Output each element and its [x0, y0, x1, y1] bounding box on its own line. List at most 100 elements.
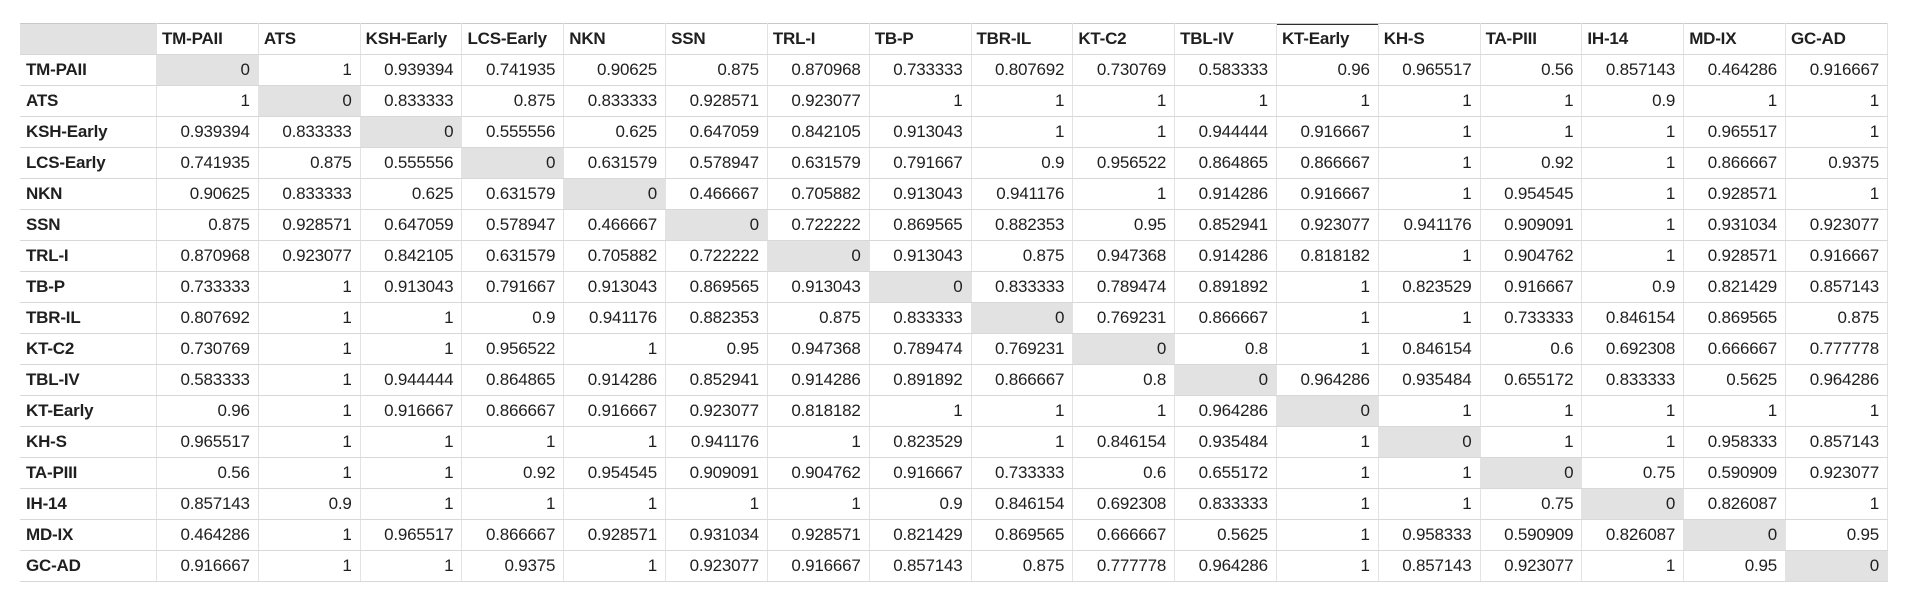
cell-tb-p-trl-i[interactable]: 0.913043 [766, 271, 870, 303]
cell-ksh-early-nkn[interactable]: 0.625 [563, 116, 667, 148]
cell-ih-14-kt-early[interactable]: 1 [1275, 488, 1379, 520]
cell-tbr-il-tb-p[interactable]: 0.833333 [868, 302, 972, 334]
cell-ih-14-ksh-early[interactable]: 1 [359, 488, 463, 520]
cell-trl-i-trl-i[interactable]: 0 [766, 240, 870, 272]
cell-gc-ad-ih-14[interactable]: 1 [1581, 550, 1685, 582]
row-header-kt-early[interactable]: KT-Early [20, 395, 157, 427]
cell-ats-trl-i[interactable]: 0.923077 [766, 85, 870, 117]
cell-ats-ta-piii[interactable]: 1 [1479, 85, 1583, 117]
cell-kt-c2-md-ix[interactable]: 0.666667 [1683, 333, 1786, 365]
cell-lcs-early-kh-s[interactable]: 1 [1377, 147, 1481, 179]
cell-kt-early-ssn[interactable]: 0.923077 [665, 395, 768, 427]
cell-ta-piii-lcs-early[interactable]: 0.92 [461, 457, 565, 489]
cell-tm-paii-kt-c2[interactable]: 0.730769 [1072, 54, 1176, 86]
cell-nkn-ksh-early[interactable]: 0.625 [359, 178, 463, 210]
cell-trl-i-tb-p[interactable]: 0.913043 [868, 240, 972, 272]
column-header-ta-piii[interactable]: TA-PIII [1479, 23, 1583, 55]
cell-lcs-early-ats[interactable]: 0.875 [257, 147, 361, 179]
cell-kh-s-kt-c2[interactable]: 0.846154 [1072, 426, 1176, 458]
cell-tbl-iv-tbl-iv[interactable]: 0 [1174, 364, 1277, 396]
column-header-tb-p[interactable]: TB-P [868, 23, 972, 55]
cell-ta-piii-ih-14[interactable]: 0.75 [1581, 457, 1685, 489]
cell-trl-i-tm-paii[interactable]: 0.870968 [156, 240, 259, 272]
cell-tb-p-nkn[interactable]: 0.913043 [563, 271, 667, 303]
cell-ssn-ta-piii[interactable]: 0.909091 [1479, 209, 1583, 241]
cell-trl-i-tbl-iv[interactable]: 0.914286 [1174, 240, 1277, 272]
cell-gc-ad-tbl-iv[interactable]: 0.964286 [1174, 550, 1277, 582]
cell-ksh-early-ats[interactable]: 0.833333 [257, 116, 361, 148]
cell-gc-ad-lcs-early[interactable]: 0.9375 [461, 550, 565, 582]
cell-lcs-early-ih-14[interactable]: 1 [1581, 147, 1685, 179]
cell-trl-i-lcs-early[interactable]: 0.631579 [461, 240, 565, 272]
cell-tbr-il-gc-ad[interactable]: 0.875 [1785, 302, 1888, 334]
cell-kt-early-tb-p[interactable]: 1 [868, 395, 972, 427]
cell-trl-i-kt-early[interactable]: 0.818182 [1275, 240, 1379, 272]
cell-ats-ssn[interactable]: 0.928571 [665, 85, 768, 117]
cell-ih-14-tm-paii[interactable]: 0.857143 [156, 488, 259, 520]
cell-tbl-iv-gc-ad[interactable]: 0.964286 [1785, 364, 1888, 396]
cell-nkn-kt-early[interactable]: 0.916667 [1275, 178, 1379, 210]
cell-ssn-ksh-early[interactable]: 0.647059 [359, 209, 463, 241]
row-header-ats[interactable]: ATS [20, 85, 157, 117]
cell-gc-ad-kh-s[interactable]: 0.857143 [1377, 550, 1481, 582]
cell-md-ix-kt-early[interactable]: 1 [1275, 519, 1379, 551]
cell-tbr-il-kh-s[interactable]: 1 [1377, 302, 1481, 334]
cell-lcs-early-kt-early[interactable]: 0.866667 [1275, 147, 1379, 179]
row-header-md-ix[interactable]: MD-IX [20, 519, 157, 551]
cell-kt-early-ta-piii[interactable]: 1 [1479, 395, 1583, 427]
cell-tbl-iv-lcs-early[interactable]: 0.864865 [461, 364, 565, 396]
cell-ih-14-tbl-iv[interactable]: 0.833333 [1174, 488, 1277, 520]
cell-gc-ad-md-ix[interactable]: 0.95 [1683, 550, 1786, 582]
cell-tm-paii-trl-i[interactable]: 0.870968 [766, 54, 870, 86]
cell-ta-piii-kt-c2[interactable]: 0.6 [1072, 457, 1176, 489]
cell-ta-piii-ssn[interactable]: 0.909091 [665, 457, 768, 489]
cell-ats-md-ix[interactable]: 1 [1683, 85, 1786, 117]
column-header-gc-ad[interactable]: GC-AD [1785, 23, 1888, 55]
cell-tb-p-ih-14[interactable]: 0.9 [1581, 271, 1685, 303]
cell-gc-ad-trl-i[interactable]: 0.916667 [766, 550, 870, 582]
cell-md-ix-ksh-early[interactable]: 0.965517 [359, 519, 463, 551]
cell-nkn-kt-c2[interactable]: 1 [1072, 178, 1176, 210]
cell-lcs-early-lcs-early[interactable]: 0 [461, 147, 565, 179]
cell-kt-c2-tbl-iv[interactable]: 0.8 [1174, 333, 1277, 365]
row-header-tbr-il[interactable]: TBR-IL [20, 302, 157, 334]
cell-ih-14-trl-i[interactable]: 1 [766, 488, 870, 520]
cell-ih-14-tb-p[interactable]: 0.9 [868, 488, 972, 520]
cell-lcs-early-ssn[interactable]: 0.578947 [665, 147, 768, 179]
row-header-gc-ad[interactable]: GC-AD [20, 550, 157, 582]
cell-ih-14-lcs-early[interactable]: 1 [461, 488, 565, 520]
cell-ksh-early-ssn[interactable]: 0.647059 [665, 116, 768, 148]
column-header-kt-c2[interactable]: KT-C2 [1072, 23, 1176, 55]
cell-tbr-il-nkn[interactable]: 0.941176 [563, 302, 667, 334]
cell-kt-c2-ssn[interactable]: 0.95 [665, 333, 768, 365]
cell-kt-c2-lcs-early[interactable]: 0.956522 [461, 333, 565, 365]
cell-tm-paii-kt-early[interactable]: 0.96 [1275, 54, 1379, 86]
cell-ksh-early-lcs-early[interactable]: 0.555556 [461, 116, 565, 148]
cell-ih-14-ih-14[interactable]: 0 [1581, 488, 1685, 520]
cell-ats-kh-s[interactable]: 1 [1377, 85, 1481, 117]
cell-kt-early-trl-i[interactable]: 0.818182 [766, 395, 870, 427]
cell-tm-paii-ats[interactable]: 1 [257, 54, 361, 86]
cell-tm-paii-tm-paii[interactable]: 0 [156, 54, 259, 86]
cell-tbl-iv-ssn[interactable]: 0.852941 [665, 364, 768, 396]
cell-tbl-iv-tb-p[interactable]: 0.891892 [868, 364, 972, 396]
cell-ssn-ats[interactable]: 0.928571 [257, 209, 361, 241]
cell-kh-s-ta-piii[interactable]: 1 [1479, 426, 1583, 458]
cell-md-ix-lcs-early[interactable]: 0.866667 [461, 519, 565, 551]
cell-tm-paii-lcs-early[interactable]: 0.741935 [461, 54, 565, 86]
row-header-kh-s[interactable]: KH-S [20, 426, 157, 458]
cell-kh-s-ssn[interactable]: 0.941176 [665, 426, 768, 458]
column-header-lcs-early[interactable]: LCS-Early [461, 23, 565, 55]
cell-kh-s-kh-s[interactable]: 0 [1377, 426, 1481, 458]
cell-nkn-ssn[interactable]: 0.466667 [665, 178, 768, 210]
column-header-md-ix[interactable]: MD-IX [1683, 23, 1786, 55]
cell-ta-piii-ats[interactable]: 1 [257, 457, 361, 489]
cell-md-ix-tb-p[interactable]: 0.821429 [868, 519, 972, 551]
cell-tb-p-ats[interactable]: 1 [257, 271, 361, 303]
cell-ssn-gc-ad[interactable]: 0.923077 [1785, 209, 1888, 241]
cell-tb-p-gc-ad[interactable]: 0.857143 [1785, 271, 1888, 303]
cell-tb-p-tm-paii[interactable]: 0.733333 [156, 271, 259, 303]
cell-nkn-nkn[interactable]: 0 [563, 178, 667, 210]
cell-kh-s-tbr-il[interactable]: 1 [970, 426, 1074, 458]
cell-tm-paii-ksh-early[interactable]: 0.939394 [359, 54, 463, 86]
